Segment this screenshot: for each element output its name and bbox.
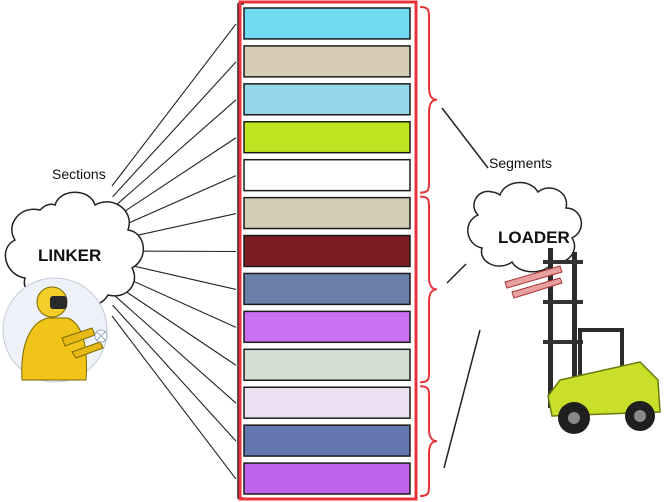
segment-connector (441, 107, 489, 169)
sections-label: Sections (52, 166, 106, 182)
segments-label: Segments (489, 155, 553, 171)
section-bar (243, 424, 411, 457)
section-bar (243, 234, 411, 268)
section-bar (243, 7, 411, 40)
section-connector (113, 283, 237, 366)
section-stack (243, 7, 411, 495)
segment-connector-lines (441, 107, 489, 469)
section-bar (243, 196, 411, 230)
section-bar (243, 310, 411, 344)
section-bar (243, 386, 411, 419)
segment-braces (419, 6, 438, 497)
segment-connector (446, 263, 467, 284)
section-bar (243, 45, 411, 78)
section-bar (243, 272, 411, 306)
section-connector (114, 175, 237, 230)
section-connector (111, 315, 237, 480)
segment-connector (443, 329, 481, 469)
segment-brace (419, 195, 438, 384)
linker-label: LINKER (38, 246, 102, 265)
welder-illustration (2, 277, 108, 383)
section-connector (112, 304, 237, 442)
loader-label: LOADER (498, 228, 570, 247)
section-bar (243, 348, 411, 381)
section-bar (243, 121, 411, 154)
segment-brace (419, 6, 438, 194)
segment-brace (419, 385, 438, 497)
forklift-illustration (504, 248, 661, 434)
section-bar (243, 462, 411, 495)
section-bar (243, 83, 411, 116)
linker-cloud (4, 191, 145, 308)
section-connector (111, 23, 237, 187)
section-connector (112, 293, 237, 404)
section-bar (243, 158, 411, 192)
section-connector (112, 99, 237, 209)
section-column-frame (238, 0, 418, 501)
section-connector (112, 61, 237, 198)
loader-cloud (467, 181, 583, 273)
section-connector (113, 137, 237, 219)
